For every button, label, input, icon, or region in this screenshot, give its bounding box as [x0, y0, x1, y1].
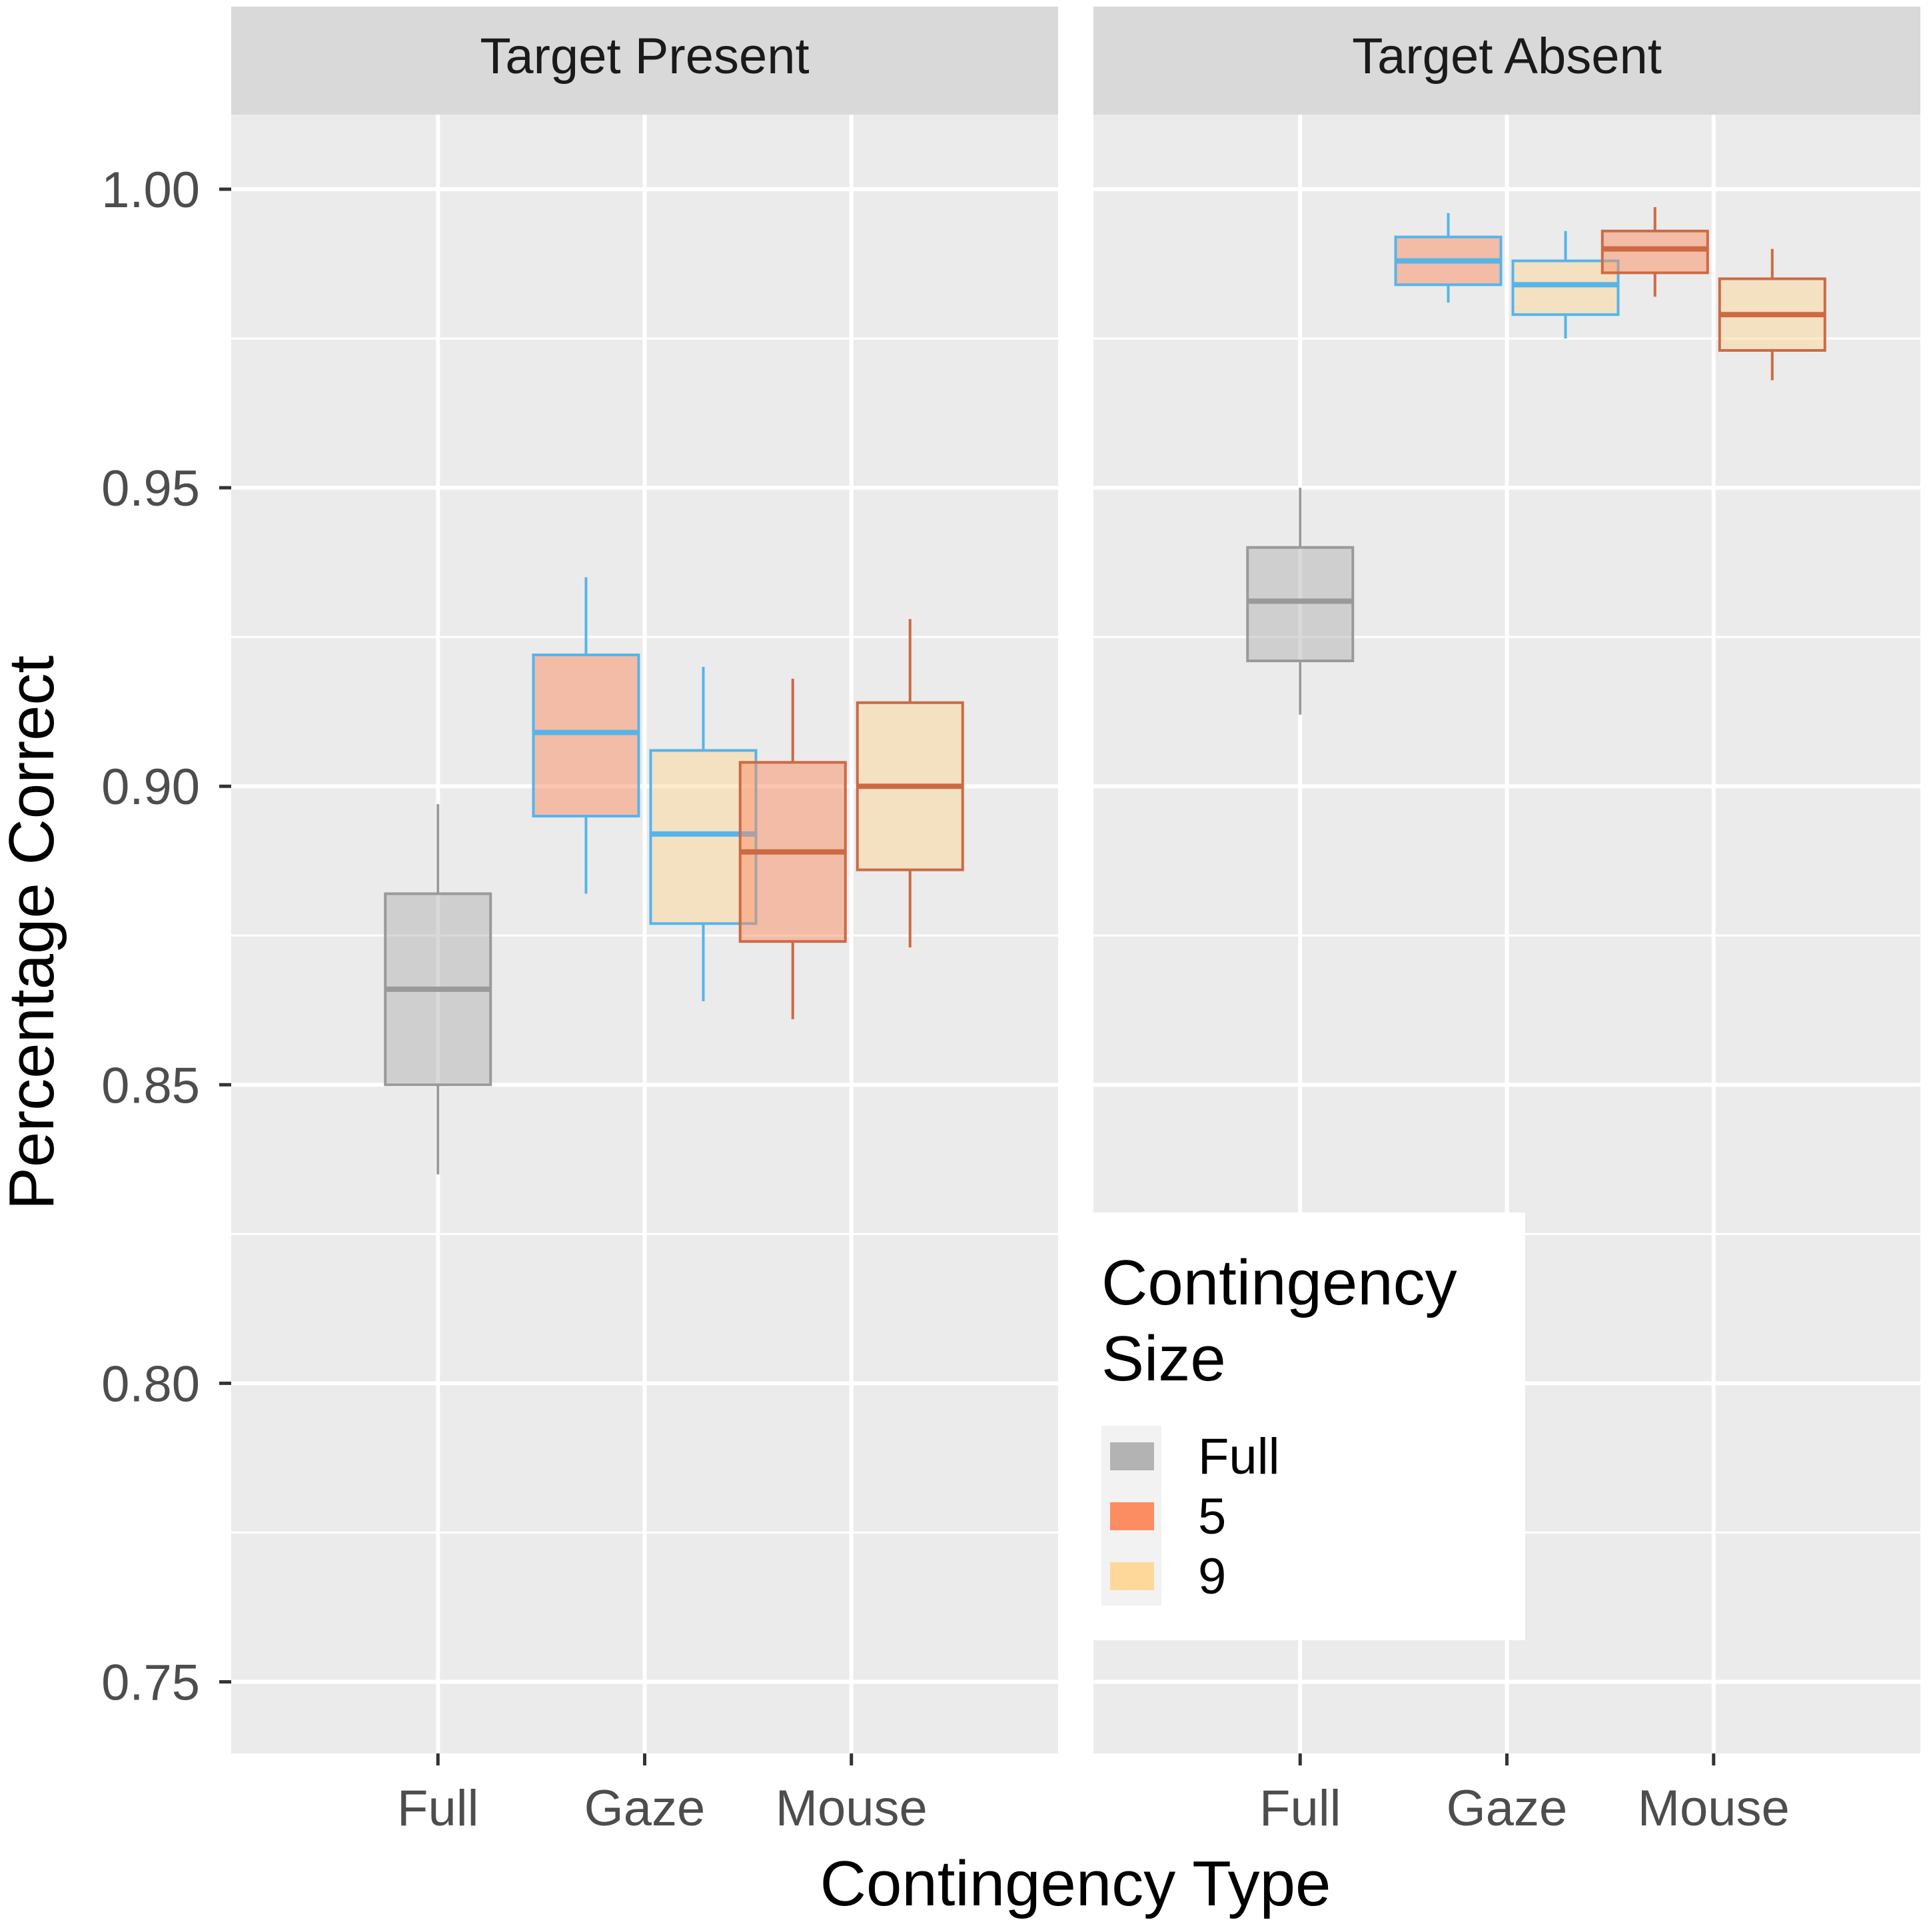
- legend-key-swatch: [1110, 1442, 1154, 1470]
- y-tick-label: 0.75: [101, 1654, 200, 1711]
- box-gaze-9: [649, 666, 758, 1001]
- facet-panel-0: Target Present Full Gaze Mouse: [231, 7, 1058, 1837]
- box-mouse-9: [1718, 248, 1826, 380]
- x-tick-label: Full: [397, 1780, 478, 1837]
- box-mouse-9: [856, 619, 964, 948]
- box-gaze-9: [1511, 231, 1620, 339]
- box-iqr: [1511, 259, 1620, 316]
- box-full-full: [384, 804, 492, 1175]
- legend-title-line: Contingency: [1101, 1247, 1457, 1318]
- x-tick-label: Full: [1259, 1780, 1341, 1837]
- facet-strip: [1093, 7, 1920, 115]
- y-tick-label: 1.00: [101, 162, 200, 219]
- x-tick-label: Mouse: [776, 1780, 928, 1837]
- y-tick-label: 0.80: [101, 1356, 200, 1412]
- box-iqr: [1601, 229, 1709, 274]
- facet-title: Target Present: [480, 28, 809, 85]
- box-mouse-5: [738, 678, 847, 1019]
- legend-item-label: 9: [1198, 1548, 1226, 1605]
- y-tick-label: 0.85: [101, 1057, 200, 1114]
- box-mouse-5: [1601, 207, 1709, 297]
- facet-title: Target Absent: [1352, 28, 1662, 85]
- box-iqr: [1246, 546, 1355, 662]
- legend-item-label: Full: [1198, 1428, 1279, 1485]
- legend-item-label: 5: [1198, 1488, 1226, 1545]
- y-tick-label: 0.90: [101, 759, 200, 815]
- x-axis-title: Contingency Type: [820, 1848, 1331, 1919]
- x-tick-label: Gaze: [584, 1780, 706, 1837]
- y-tick-label: 0.95: [101, 460, 200, 517]
- legend-title-line: Size: [1101, 1323, 1226, 1394]
- box-full-full: [1246, 488, 1355, 715]
- box-iqr: [649, 749, 758, 925]
- x-tick-label: Mouse: [1638, 1780, 1790, 1837]
- box-iqr: [532, 654, 640, 818]
- box-gaze-5: [1394, 213, 1503, 303]
- legend-key-swatch: [1110, 1502, 1154, 1530]
- facet-strip: [231, 7, 1058, 115]
- box-gaze-5: [532, 577, 640, 894]
- legend-key-swatch: [1110, 1562, 1154, 1590]
- y-axis-title: Percentage Correct: [0, 656, 67, 1210]
- x-tick-label: Gaze: [1447, 1780, 1568, 1837]
- legend-background: [1093, 1212, 1525, 1640]
